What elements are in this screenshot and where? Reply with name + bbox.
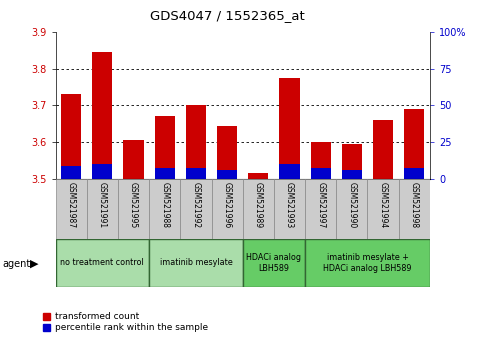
Bar (149, 179, 180, 239)
Bar (373, 120, 393, 179)
Bar (342, 144, 362, 179)
Bar (242, 179, 274, 239)
Bar (404, 109, 425, 179)
Text: GSM521988: GSM521988 (160, 182, 169, 228)
Bar (217, 170, 237, 179)
Text: GSM521991: GSM521991 (98, 182, 107, 228)
Bar (61, 94, 81, 179)
Bar (242, 239, 305, 287)
Legend: transformed count, percentile rank within the sample: transformed count, percentile rank withi… (43, 313, 208, 332)
Bar (155, 116, 175, 179)
Bar (92, 52, 113, 179)
Bar (398, 179, 430, 239)
Bar (305, 239, 430, 287)
Bar (186, 105, 206, 179)
Text: GSM521990: GSM521990 (347, 182, 356, 229)
Text: GSM521997: GSM521997 (316, 182, 325, 229)
Bar (212, 179, 242, 239)
Text: GSM521998: GSM521998 (410, 182, 419, 228)
Bar (342, 170, 362, 179)
Bar (248, 173, 269, 179)
Bar (123, 140, 143, 179)
Bar (336, 179, 368, 239)
Text: ▶: ▶ (30, 259, 39, 269)
Bar (56, 179, 87, 239)
Bar (274, 179, 305, 239)
Text: no treatment control: no treatment control (60, 258, 144, 267)
Text: GSM521993: GSM521993 (285, 182, 294, 229)
Text: GDS4047 / 1552365_at: GDS4047 / 1552365_at (150, 9, 304, 22)
Bar (368, 179, 398, 239)
Bar (92, 164, 113, 179)
Text: GSM521995: GSM521995 (129, 182, 138, 229)
Text: GSM521994: GSM521994 (379, 182, 387, 229)
Bar (180, 179, 212, 239)
Bar (279, 78, 299, 179)
Bar (311, 142, 331, 179)
Text: GSM521992: GSM521992 (191, 182, 200, 228)
Text: GSM521996: GSM521996 (223, 182, 232, 229)
Bar (149, 239, 242, 287)
Bar (155, 168, 175, 179)
Bar (279, 164, 299, 179)
Bar (186, 168, 206, 179)
Bar (311, 168, 331, 179)
Text: agent: agent (2, 259, 30, 269)
Text: imatinib mesylate +
HDACi analog LBH589: imatinib mesylate + HDACi analog LBH589 (323, 253, 412, 273)
Bar (305, 179, 336, 239)
Bar (217, 126, 237, 179)
Text: GSM521989: GSM521989 (254, 182, 263, 228)
Bar (61, 166, 81, 179)
Text: HDACi analog
LBH589: HDACi analog LBH589 (246, 253, 301, 273)
Text: GSM521987: GSM521987 (67, 182, 76, 228)
Bar (56, 239, 149, 287)
Text: imatinib mesylate: imatinib mesylate (159, 258, 232, 267)
Bar (118, 179, 149, 239)
Bar (87, 179, 118, 239)
Bar (404, 168, 425, 179)
